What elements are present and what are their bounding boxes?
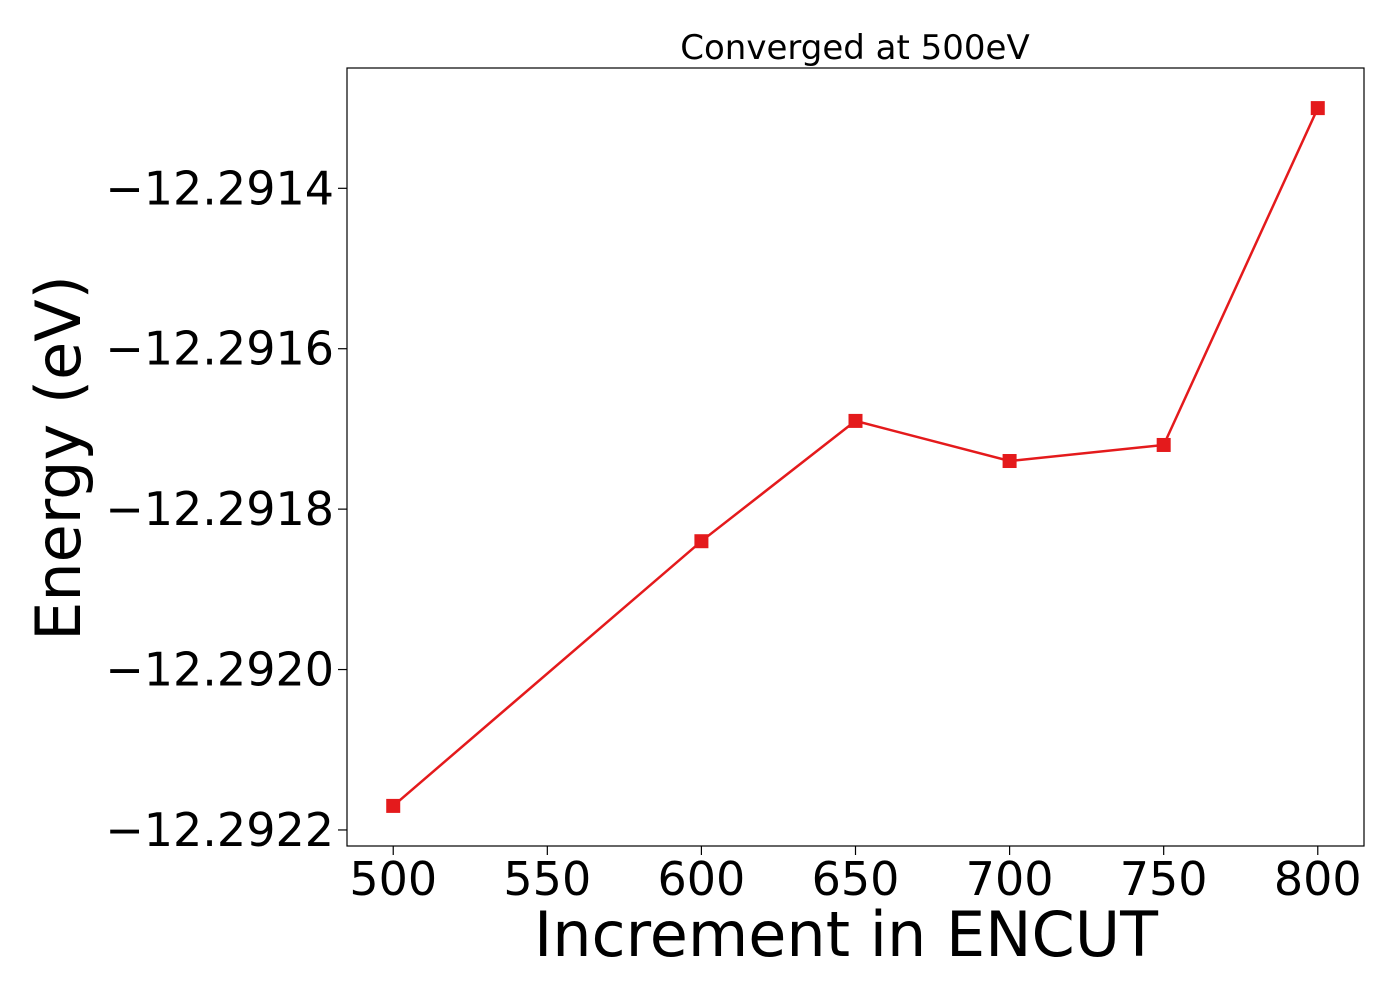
series-line: [392, 107, 1319, 807]
data-point-marker: [1156, 437, 1171, 452]
x-tick-label: 550: [503, 852, 591, 906]
data-point-marker: [848, 413, 863, 428]
y-tick-label: −12.2916: [105, 322, 334, 376]
plot-area-frame: [346, 67, 1365, 847]
data-point-marker: [1002, 454, 1017, 469]
x-tick-label: 750: [1120, 852, 1208, 906]
y-tick-label: −12.2922: [105, 803, 334, 857]
series-layer: [386, 101, 1325, 813]
x-tick-label: 600: [658, 852, 746, 906]
y-tick-label: −12.2918: [105, 482, 334, 536]
x-tick-label: 650: [812, 852, 900, 906]
x-tick-label: 500: [349, 852, 437, 906]
y-tick-label: −12.2914: [105, 161, 334, 215]
y-axis: −12.2914 −12.2916 −12.2918 −12.2920 −12.2922: [105, 161, 347, 857]
x-axis: 500 550 600 650 700 750 800: [349, 846, 1362, 906]
chart-title: Converged at 500eV: [680, 28, 1029, 68]
y-axis-label: Energy (eV): [22, 275, 95, 641]
data-point-marker: [386, 798, 401, 813]
x-tick-label: 800: [1274, 852, 1362, 906]
x-axis-label: Increment in ENCUT: [534, 898, 1159, 971]
x-tick-label: 700: [966, 852, 1054, 906]
data-point-marker: [694, 534, 709, 549]
data-point-marker: [1310, 101, 1325, 116]
y-tick-label: −12.2920: [105, 643, 334, 697]
